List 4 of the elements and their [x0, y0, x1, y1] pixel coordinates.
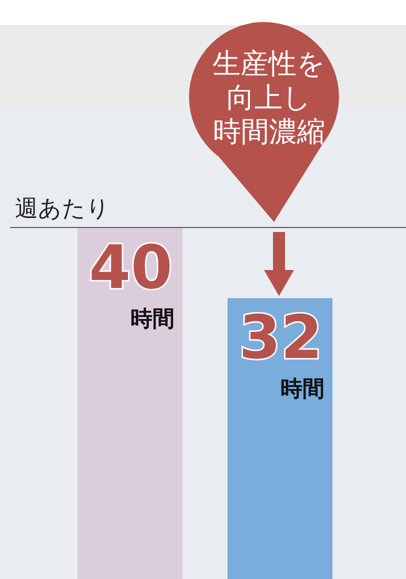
data-label: 40 時間: [89, 233, 174, 332]
data-label: 32 時間: [239, 303, 324, 402]
chart-title: 週あたり: [15, 196, 110, 222]
text: 生産性を向上し時間濃縮: [212, 47, 326, 148]
